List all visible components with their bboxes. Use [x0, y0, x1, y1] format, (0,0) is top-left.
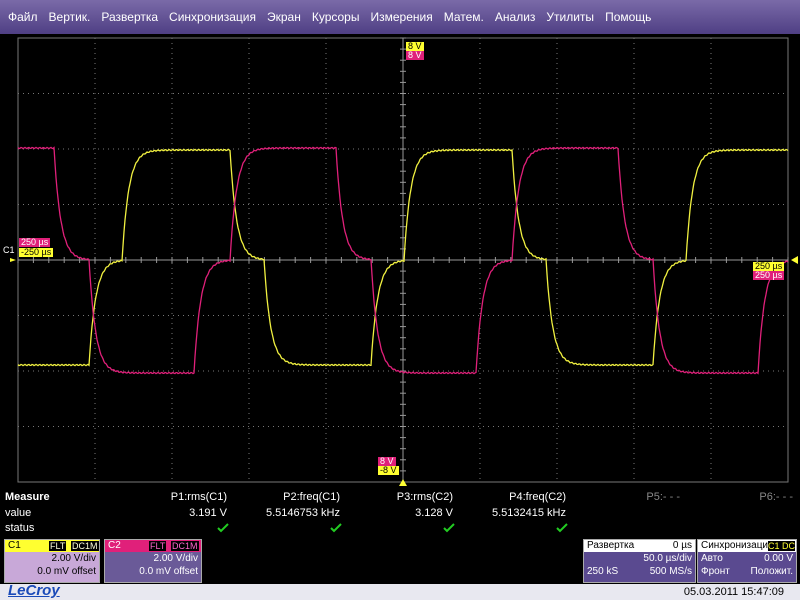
menu-item[interactable]: Курсоры [311, 10, 360, 24]
datetime: 05.03.2011 15:47:09 [683, 586, 784, 598]
channel-header: C1 FLT DC1M [5, 540, 99, 552]
mode: Авто [701, 553, 723, 564]
filter: FLT [49, 541, 67, 551]
menu-item[interactable]: Утилиты [546, 10, 595, 24]
marker: 8 V [406, 41, 424, 51]
marker: 8 V [406, 50, 424, 60]
type: Фронт [701, 566, 730, 577]
trigger-row: Авто 0.00 V [698, 552, 796, 565]
param-value: 3.191 V [189, 507, 227, 519]
menu-item[interactable]: Матем. [443, 10, 484, 24]
param-name: P6:- - - [759, 491, 793, 503]
channel-box[interactable]: C2 FLT DC1M 2.00 V/div 0.0 mV offset [104, 539, 202, 583]
status-check [330, 523, 342, 533]
timebase-box[interactable]: Развертка 0 µs 50.0 µs/div 250 kS 500 MS/s [583, 539, 696, 583]
menu-item[interactable]: Развертка [101, 10, 159, 24]
trigger-box[interactable]: Синхронизация C1 DC Авто 0.00 V Фронт Полож… [697, 539, 797, 583]
marker: -250 µs [19, 247, 54, 257]
level-arrow [10, 258, 16, 262]
trigger-title: Синхронизация [701, 540, 774, 551]
trigger-arrow [399, 479, 407, 486]
param-name: P5:- - - [646, 491, 680, 503]
param-value: 3.128 V [415, 507, 453, 519]
menu-item[interactable]: Файл [8, 10, 38, 24]
timebase-title: Развертка [587, 540, 635, 551]
status-check [443, 523, 455, 533]
waveform-display [10, 37, 798, 486]
menu-item[interactable]: Измерения [370, 10, 433, 24]
source: C1 DC [767, 541, 795, 551]
menu-item[interactable]: Синхронизация [169, 10, 256, 24]
trigger-header: Синхронизация C1 DC [698, 540, 796, 552]
menu-item[interactable]: Анализ [494, 10, 536, 24]
channel-marker: C1 [3, 245, 15, 255]
check [217, 523, 229, 533]
level-arrow [791, 256, 798, 264]
status-check [217, 523, 229, 533]
channel-box[interactable]: C1 FLT DC1M 2.00 V/div 0.0 mV offset [4, 539, 100, 583]
check [330, 523, 342, 533]
param-name: P4:freq(C2) [509, 491, 566, 503]
trace [17, 146, 789, 375]
channel-name: C2 [108, 540, 121, 551]
check [443, 523, 455, 533]
menu-bar: Файл Вертик. Развертка Синхронизация Экран Ку… [0, 0, 800, 34]
param-name: P2:freq(C1) [283, 491, 340, 503]
offset: 0.0 mV offset [139, 566, 198, 577]
samples: 250 kS [587, 566, 619, 577]
channel-header: C2 FLT DC1M [105, 540, 201, 552]
menu-item[interactable]: Помощь [605, 10, 652, 24]
footer [0, 584, 800, 600]
marker: 8 V [378, 456, 396, 466]
rate: 500 MS/s [649, 566, 692, 577]
row-label: value [5, 507, 32, 519]
timebase-header: Развертка 0 µs [584, 540, 695, 552]
trigger-row: Фронт Положит. [698, 565, 796, 578]
filter: FLT [149, 541, 167, 551]
offset: 0.0 mV offset [37, 566, 96, 577]
sampling: 250 kS 500 MS/s [584, 565, 695, 578]
param-name: P1:rms(C1) [170, 491, 227, 503]
measure-title: Measure [5, 491, 50, 503]
logo[interactable]: LeCroy [8, 582, 60, 599]
scale: 2.00 V/div [153, 553, 198, 564]
coupling: DC1M [71, 541, 99, 551]
row-label: status [5, 522, 35, 534]
check [556, 523, 568, 533]
delay: 0 µs [672, 540, 692, 551]
status-check [556, 523, 568, 533]
channel-name: C1 [8, 540, 21, 551]
coupling: DC1M [171, 541, 199, 551]
trace [17, 148, 789, 367]
marker: 250 µs [753, 270, 785, 280]
param-value: 5.5132415 kHz [492, 507, 566, 519]
menu-item[interactable]: Экран [266, 10, 301, 24]
param-name: P3:rms(C2) [396, 491, 453, 503]
scale: 2.00 V/div [51, 553, 96, 564]
param-value: 5.5146753 kHz [266, 507, 340, 519]
slope: Положит. [750, 566, 793, 577]
marker: 250 µs [19, 237, 51, 247]
marker: -8 V [378, 465, 399, 475]
scale: 50.0 µs/div [643, 553, 692, 564]
menu-item[interactable]: Вертик. [48, 10, 91, 24]
level: 0.00 V [764, 553, 793, 564]
marker: 250 µs [753, 261, 785, 271]
